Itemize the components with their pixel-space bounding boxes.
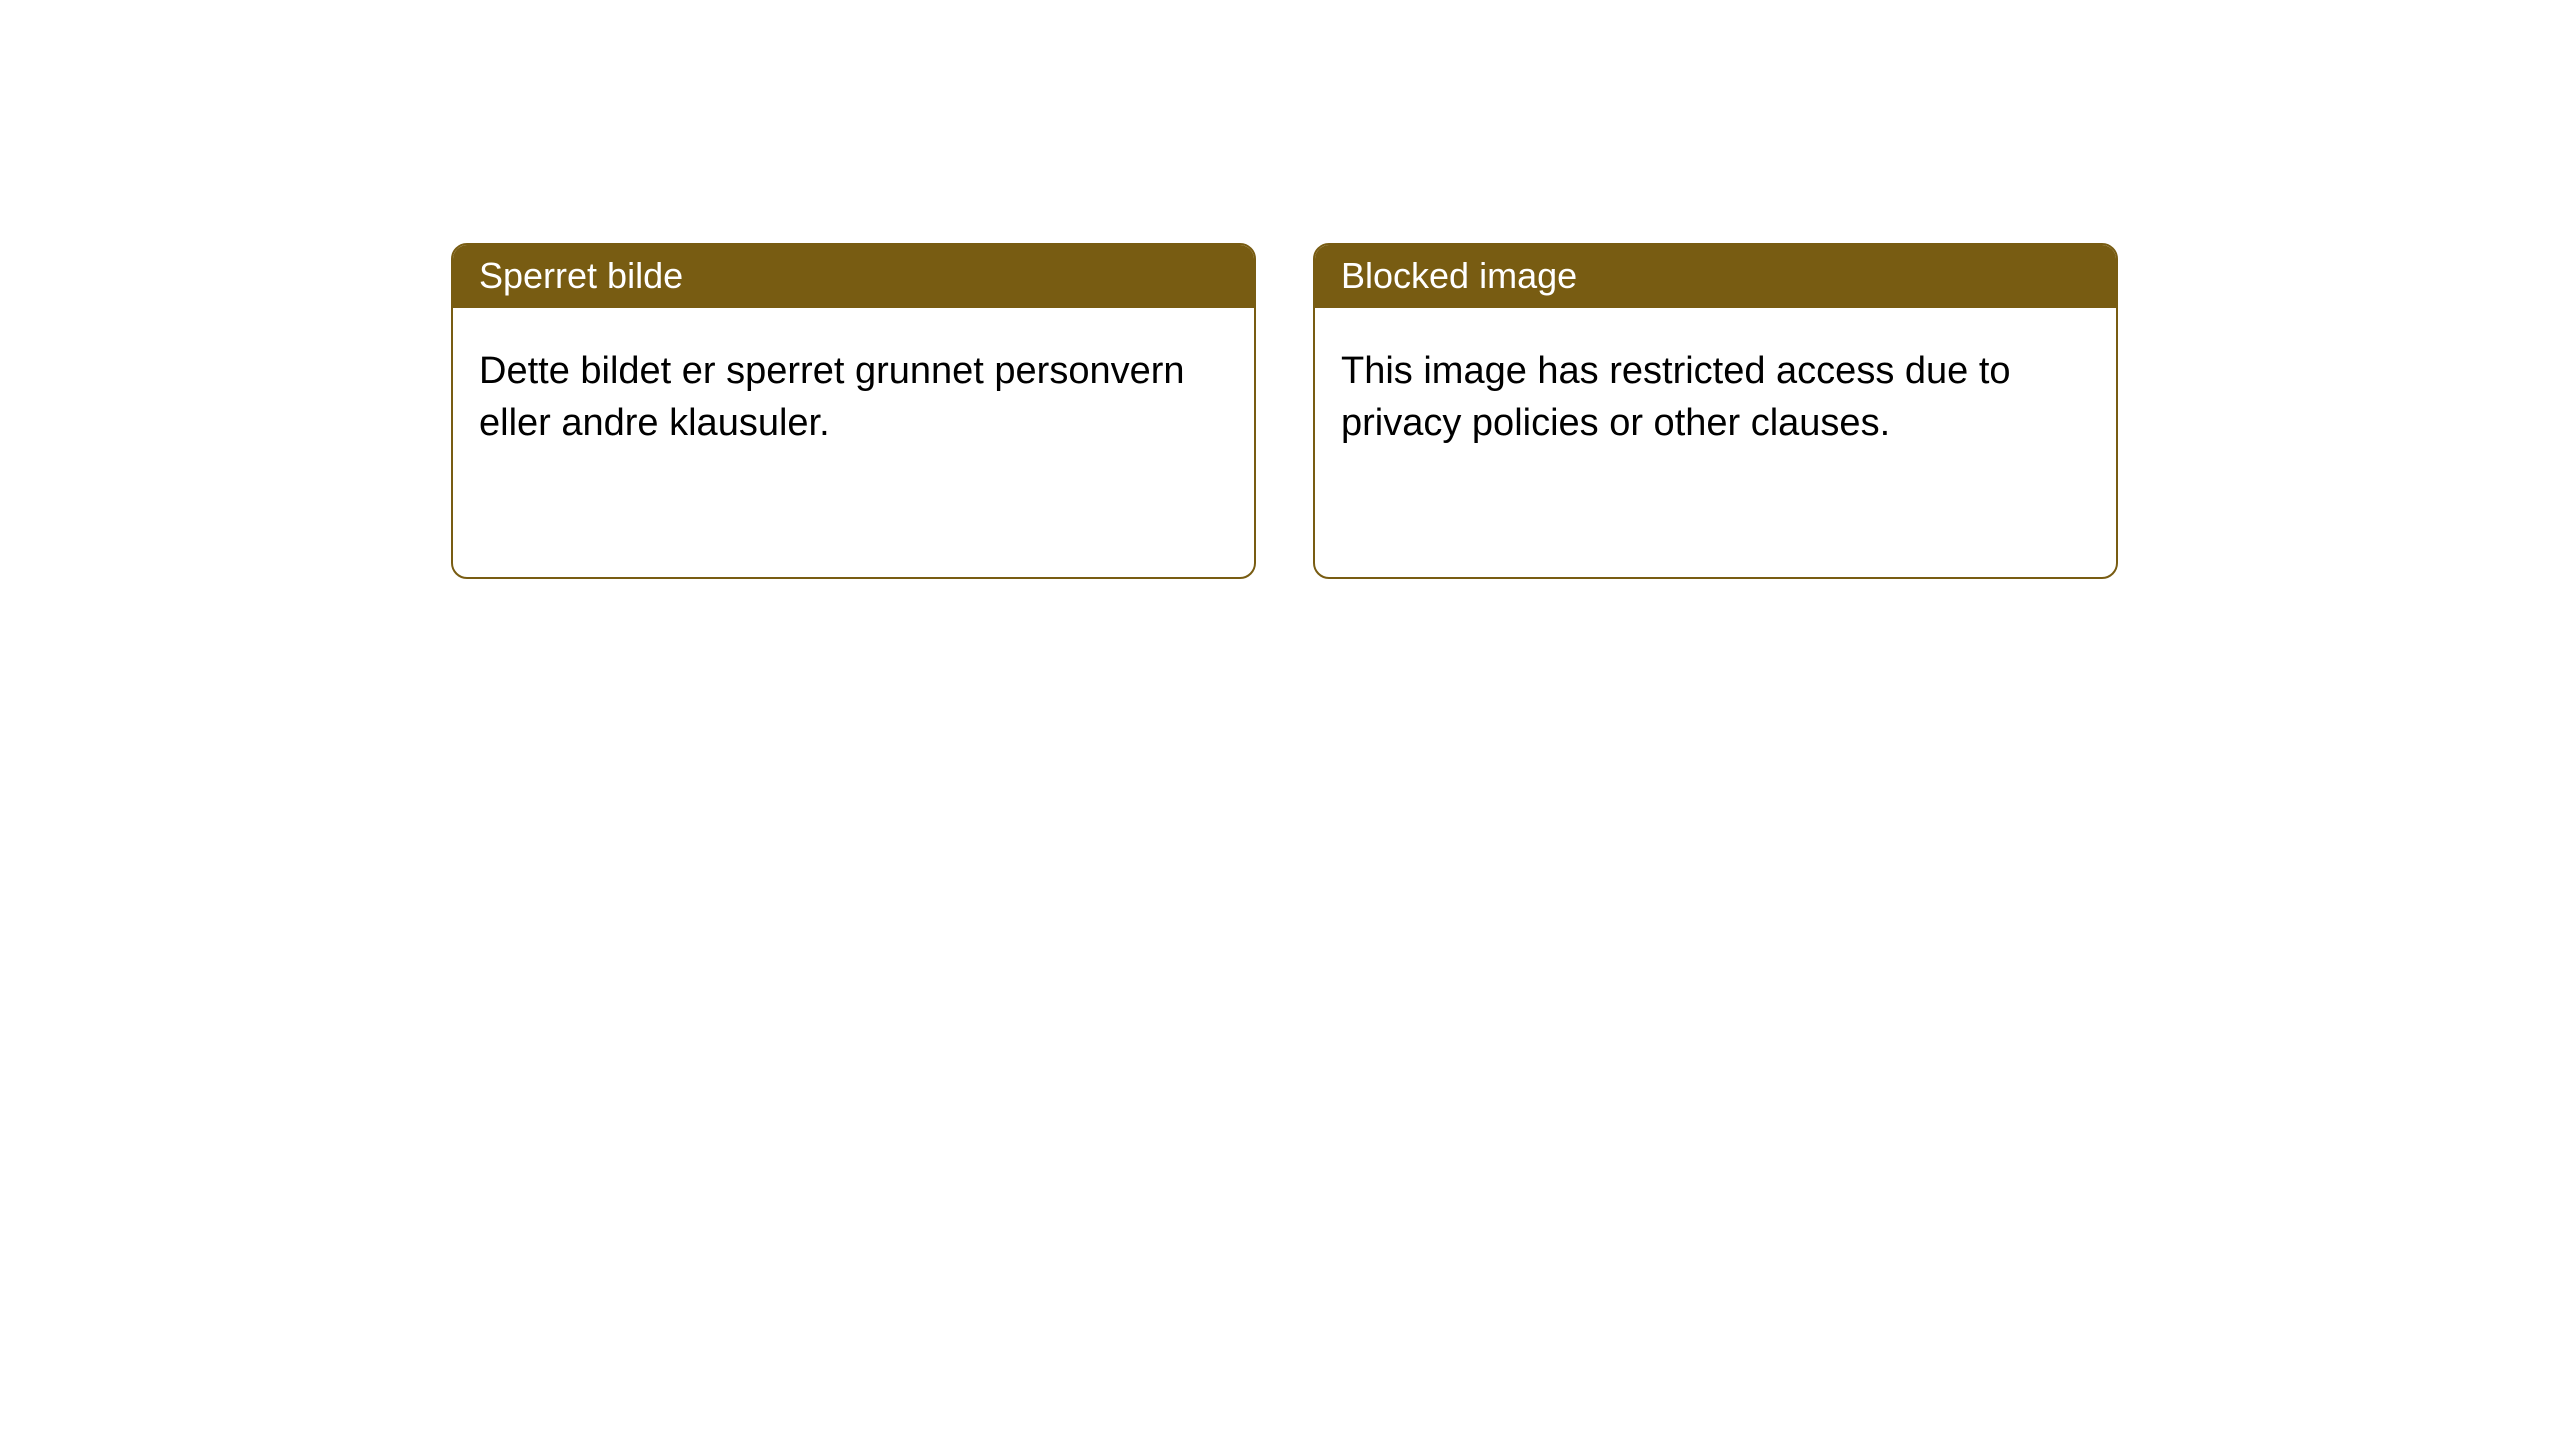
notice-box-norwegian: Sperret bilde Dette bildet er sperret gr… (451, 243, 1256, 579)
notice-body-norwegian: Dette bildet er sperret grunnet personve… (453, 308, 1254, 475)
notice-container: Sperret bilde Dette bildet er sperret gr… (451, 243, 2118, 579)
notice-header-norwegian: Sperret bilde (453, 245, 1254, 308)
notice-body-english: This image has restricted access due to … (1315, 308, 2116, 475)
notice-header-english: Blocked image (1315, 245, 2116, 308)
notice-box-english: Blocked image This image has restricted … (1313, 243, 2118, 579)
